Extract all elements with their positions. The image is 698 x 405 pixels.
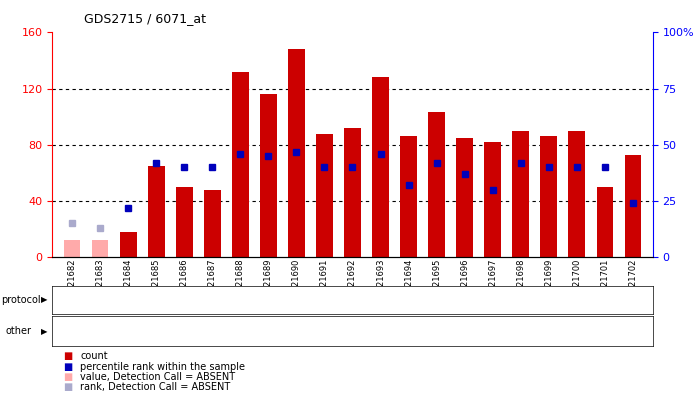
Bar <box>400 136 417 257</box>
Text: other: other <box>6 326 31 336</box>
Bar <box>232 72 248 257</box>
Text: 45 min rehydration: 45 min rehydration <box>393 326 480 336</box>
Text: ■: ■ <box>63 362 72 371</box>
Text: GDS2715 / 6071_at: GDS2715 / 6071_at <box>84 12 206 25</box>
Bar <box>260 94 276 257</box>
Bar <box>119 232 137 257</box>
Text: control: control <box>81 295 119 305</box>
Text: protocol: protocol <box>1 295 40 305</box>
Bar <box>456 138 473 257</box>
Bar <box>625 155 641 257</box>
Bar <box>597 187 614 257</box>
Bar <box>429 113 445 257</box>
Bar <box>512 131 529 257</box>
Text: control: control <box>84 326 116 336</box>
Bar <box>484 142 501 257</box>
Text: ■: ■ <box>63 382 72 392</box>
Text: percentile rank within the sample: percentile rank within the sample <box>80 362 245 371</box>
Bar <box>540 136 557 257</box>
Text: 50 pct dry: 50 pct dry <box>161 326 207 336</box>
Bar <box>316 134 333 257</box>
Bar <box>204 190 221 257</box>
Bar <box>372 77 389 257</box>
Text: dry: dry <box>261 326 276 336</box>
Text: dessication: dessication <box>195 295 258 305</box>
Text: ■: ■ <box>63 372 72 382</box>
Bar <box>91 240 108 257</box>
Bar <box>64 240 80 257</box>
Bar <box>344 128 361 257</box>
Text: 90 min rehydration: 90 min rehydration <box>477 326 565 336</box>
Bar <box>176 187 193 257</box>
Text: ▶: ▶ <box>40 326 47 336</box>
Text: rank, Detection Call = ABSENT: rank, Detection Call = ABSENT <box>80 382 230 392</box>
Bar <box>148 166 165 257</box>
Bar <box>288 49 305 257</box>
Text: 360 min
rehydration: 360 min rehydration <box>579 322 631 341</box>
Text: ■: ■ <box>63 352 72 361</box>
Text: count: count <box>80 352 108 361</box>
Text: value, Detection Call = ABSENT: value, Detection Call = ABSENT <box>80 372 235 382</box>
Text: rehydration: rehydration <box>446 295 511 305</box>
Bar <box>568 131 586 257</box>
Text: ▶: ▶ <box>40 295 47 304</box>
Text: 15 min rehydration: 15 min rehydration <box>309 326 396 336</box>
